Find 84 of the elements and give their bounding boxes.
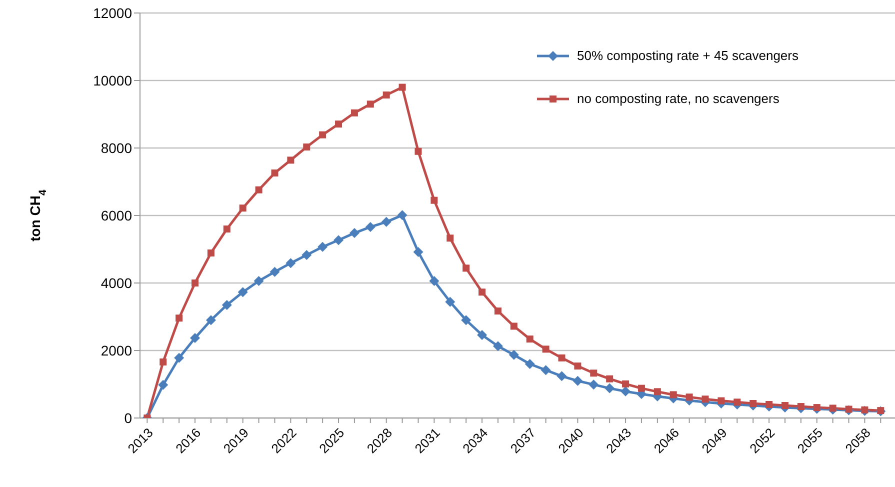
point (750, 400, 757, 407)
point (397, 210, 408, 220)
point (556, 371, 567, 382)
point (462, 264, 470, 272)
point (381, 216, 392, 227)
point (558, 354, 566, 362)
point (604, 383, 615, 394)
point (335, 120, 342, 128)
point (654, 388, 661, 396)
point (606, 375, 614, 382)
point (622, 380, 630, 388)
point (588, 380, 599, 390)
point (398, 84, 406, 91)
y-tick-label: 10000 (93, 72, 132, 88)
point (222, 300, 232, 310)
legend-label: no composting rate, no scavengers (577, 91, 780, 106)
point (524, 359, 535, 369)
point (797, 403, 804, 410)
y-tick-label: 6000 (100, 207, 132, 224)
point (270, 266, 280, 277)
point (702, 396, 709, 403)
point (670, 391, 677, 398)
point (254, 276, 264, 286)
point (686, 394, 693, 401)
point (286, 258, 296, 268)
point (287, 156, 294, 164)
point (174, 352, 184, 363)
point (461, 315, 472, 326)
point (271, 169, 278, 176)
point (160, 358, 167, 366)
legend-label: 50% composting rate + 45 scavengers (577, 48, 798, 63)
point (478, 288, 486, 296)
y-tick-label: 0 (124, 410, 132, 426)
point (861, 406, 868, 414)
point (574, 362, 582, 370)
point (510, 322, 518, 330)
point (239, 204, 246, 212)
y-tick-label: 8000 (100, 140, 132, 156)
point (318, 242, 328, 252)
point (319, 131, 326, 138)
point (238, 287, 248, 298)
point (192, 280, 199, 286)
point (190, 333, 200, 344)
y-tick-label: 2000 (100, 342, 132, 358)
point (638, 384, 645, 392)
y-tick-label: 12000 (93, 4, 132, 21)
point (207, 249, 214, 256)
point (494, 308, 502, 315)
point (382, 92, 390, 99)
point (766, 401, 773, 408)
point (303, 143, 310, 150)
point (620, 386, 631, 396)
point (845, 406, 852, 413)
point (781, 402, 788, 410)
point (176, 314, 183, 322)
point (508, 350, 519, 360)
point (542, 346, 550, 353)
point (718, 397, 725, 404)
point (540, 365, 551, 376)
point (414, 148, 422, 155)
point (590, 370, 598, 377)
point (366, 100, 374, 108)
point (734, 398, 741, 406)
point (829, 404, 836, 412)
point (430, 196, 438, 204)
y-tick-label: 4000 (100, 274, 132, 291)
point (413, 246, 424, 257)
point (445, 296, 456, 307)
point (572, 376, 583, 386)
point (365, 222, 376, 232)
point (158, 380, 168, 390)
point (526, 336, 534, 343)
point (492, 341, 503, 352)
point (350, 109, 358, 116)
point (429, 276, 440, 286)
point (446, 234, 454, 242)
point (477, 330, 488, 340)
point (813, 404, 820, 412)
point (302, 250, 312, 260)
point (206, 315, 216, 326)
point (349, 228, 360, 238)
point (223, 226, 230, 232)
point (255, 186, 262, 194)
point (334, 235, 344, 246)
